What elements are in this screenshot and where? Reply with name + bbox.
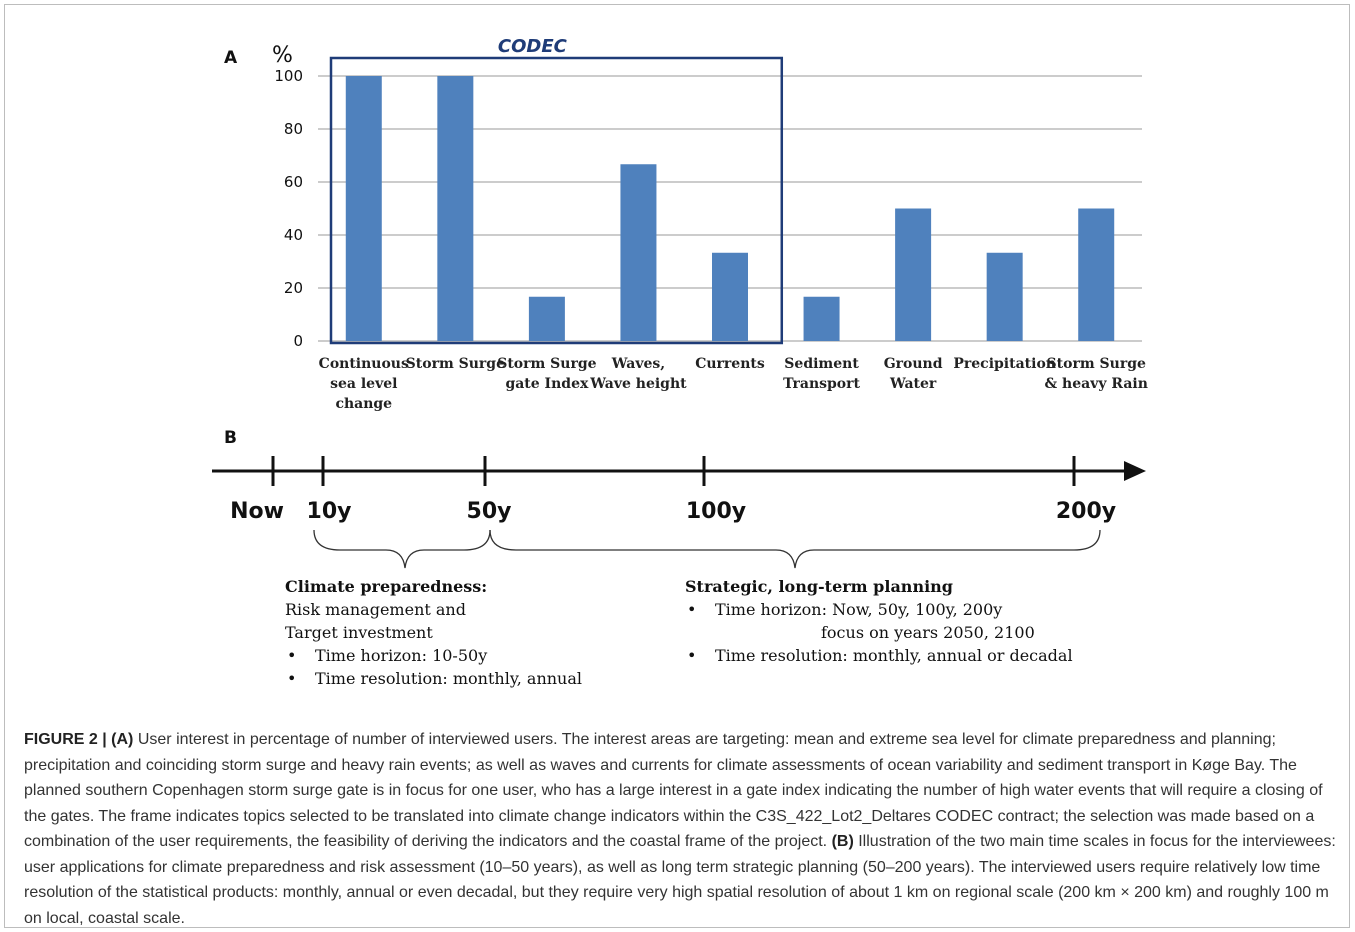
category-label: Water (889, 376, 937, 392)
caption-figure-label: FIGURE 2 | (24, 731, 107, 748)
figure-canvas: A % 0 20 40 60 80 100 Continuous sea level chan… (212, 36, 1148, 688)
y-tick-label: 0 (293, 332, 303, 350)
timeline-tick-label: 100y (686, 499, 746, 524)
right-group-bullet: Time resolution: monthly, annual or deca… (715, 646, 1073, 665)
category-label: Storm Surge (1047, 356, 1146, 372)
left-group-line: Risk management and (285, 600, 466, 619)
y-axis-unit: % (272, 43, 293, 68)
bar (620, 164, 657, 341)
codec-frame (329, 56, 784, 345)
right-group-bullet: Time horizon: Now, 50y, 100y, 200y (715, 600, 1002, 619)
category-label: Wave height (589, 376, 687, 392)
y-tick-labels: 0 20 40 60 80 100 (274, 67, 303, 350)
left-group-bullet: Time resolution: monthly, annual (315, 669, 582, 688)
bar (437, 76, 474, 341)
caption-b-text: Illustration of the two main time scales… (24, 833, 1336, 927)
timeline-ticks (271, 456, 1076, 486)
right-group-bullet-continued: focus on years 2050, 2100 (821, 623, 1035, 642)
bar (803, 296, 840, 341)
left-brace (313, 529, 491, 569)
category-label: Waves, (611, 356, 665, 372)
bullet-dot: • (687, 600, 696, 619)
category-label: sea level (330, 376, 397, 392)
timeline-tick-label: 50y (467, 499, 512, 524)
panel-b-letter: B (224, 428, 237, 448)
bullet-dot: • (287, 669, 296, 688)
panel-a-letter: A (224, 48, 238, 68)
category-label: Sediment (784, 356, 859, 372)
category-label: Storm Surge (406, 356, 505, 372)
bar (712, 252, 748, 341)
caption-b-label: (B) (831, 833, 854, 850)
bar (345, 76, 382, 341)
category-label: change (335, 396, 392, 412)
y-tick-label: 40 (284, 226, 303, 244)
bullet-dot: • (687, 646, 696, 665)
figure-frame (4, 4, 1350, 928)
timeline-tick-label: Now (230, 499, 284, 524)
category-label: Storm Surge (497, 356, 596, 372)
timeline-tick-labels: Now 10y 50y 100y 200y (230, 499, 1116, 524)
y-tick-label: 80 (284, 120, 303, 138)
y-tick-label: 100 (274, 67, 303, 85)
codec-label: CODEC (498, 36, 568, 57)
right-brace (489, 529, 1101, 569)
timeline-tick-label: 200y (1056, 499, 1116, 524)
right-group-title: Strategic, long-term planning (685, 577, 953, 596)
category-label: Ground (884, 356, 943, 372)
bar (528, 296, 565, 341)
category-label: Continuous (319, 356, 409, 372)
bar (1078, 208, 1115, 341)
category-label: Currents (695, 356, 765, 372)
left-group-bullet: Time horizon: 10-50y (315, 646, 487, 665)
caption-a-text: User interest in percentage of number of… (24, 731, 1323, 850)
bar (986, 252, 1023, 341)
category-label: Transport (783, 376, 860, 392)
category-label: & heavy Rain (1045, 376, 1148, 392)
category-label: gate Index (505, 376, 589, 392)
y-tick-label: 20 (284, 279, 303, 297)
timeline-arrowhead (1124, 461, 1146, 481)
figure-caption: FIGURE 2 | (A) User interest in percenta… (24, 727, 1336, 931)
category-label: Precipitation (953, 356, 1056, 372)
y-tick-label: 60 (284, 173, 303, 191)
bar (895, 208, 932, 341)
bullet-dot: • (287, 646, 296, 665)
left-group-line: Target investment (285, 623, 433, 642)
timeline-tick-label: 10y (307, 499, 352, 524)
chart-bars (345, 76, 1115, 341)
caption-a-label: (A) (111, 731, 134, 748)
left-group-title: Climate preparedness: (285, 577, 487, 596)
